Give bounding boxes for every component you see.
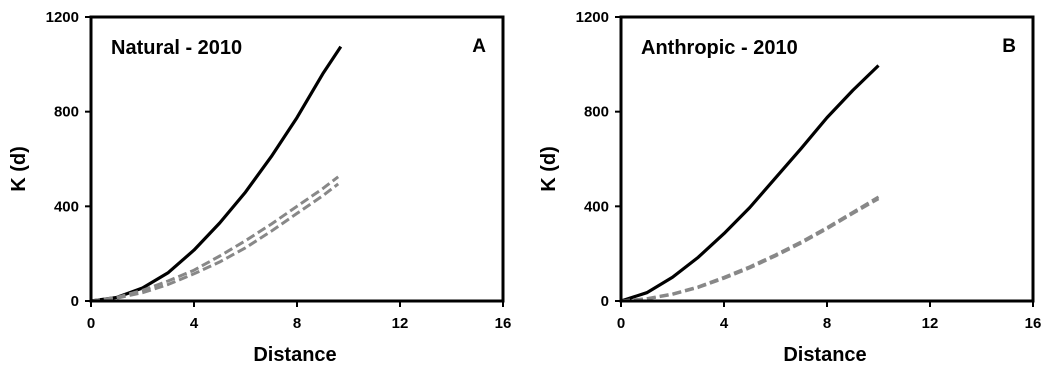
series-line-2 (90, 175, 340, 303)
plot-frame (89, 15, 505, 303)
x-tick-label: 16 (1025, 315, 1042, 332)
series-line-1 (620, 64, 880, 303)
y-axis-title: K (d) (538, 146, 560, 192)
x-tick-label: 0 (617, 315, 625, 332)
y-tick-label: 400 (584, 198, 609, 215)
series-line-3 (90, 182, 340, 303)
y-tick-label: 1200 (576, 9, 609, 26)
x-tick-label: 8 (293, 315, 301, 332)
panel-title: Natural - 2010 (111, 37, 242, 59)
x-tick-label: 12 (392, 315, 409, 332)
y-tick-label: 400 (54, 198, 79, 215)
y-axis-title: K (d) (8, 146, 30, 192)
plot-frame (619, 15, 1035, 303)
x-tick-label: 8 (823, 315, 831, 332)
y-tick-label: 0 (71, 293, 79, 310)
x-axis-title: Distance (783, 344, 866, 366)
y-tick-label: 800 (54, 104, 79, 121)
x-tick-label: 0 (87, 315, 95, 332)
chart-panel-A: 0 4 8 12 16 0 400 800 1200 Distance K (d) Natural -… (8, 9, 511, 366)
y-tick-label: 800 (584, 104, 609, 121)
y-tick-label: 1200 (46, 9, 79, 26)
series-line-3 (620, 197, 880, 303)
series-line-1 (90, 45, 343, 303)
chart-panel-B: 0 4 8 12 16 0 400 800 1200 Distance K (d) Anthropic… (538, 9, 1041, 366)
y-tick-label: 0 (601, 293, 609, 310)
panel-letter: A (472, 36, 486, 57)
x-tick-label: 4 (720, 315, 729, 332)
x-tick-label: 4 (190, 315, 199, 332)
panel-letter: B (1002, 36, 1016, 57)
x-tick-label: 16 (495, 315, 512, 332)
x-tick-label: 12 (922, 315, 939, 332)
x-axis-title: Distance (253, 344, 336, 366)
panel-title: Anthropic - 2010 (641, 37, 798, 59)
